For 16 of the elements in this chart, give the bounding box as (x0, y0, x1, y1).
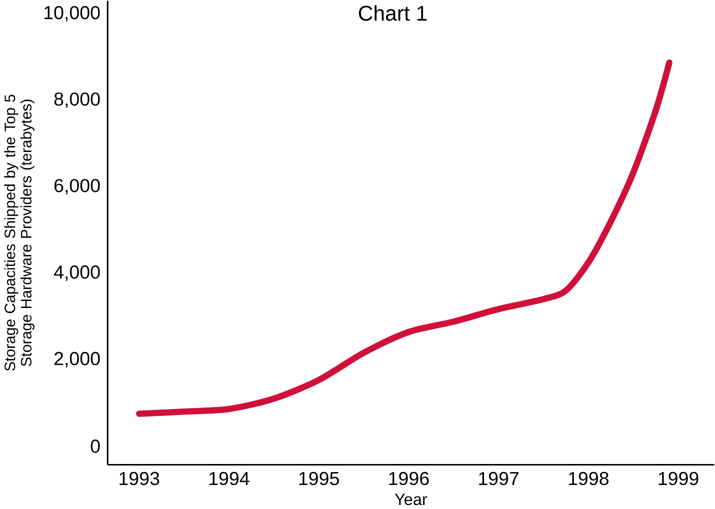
y-tick-label: 10,000 (44, 6, 100, 22)
y-tick-label: 8,000 (54, 92, 100, 108)
x-tick-label: 1996 (389, 472, 429, 486)
x-axis-title: Year (394, 494, 428, 505)
y-axis-title: Storage Capacities Shipped by the Top 5 Storage Hardware Providers (terabytes) (4, 94, 34, 371)
x-tick-label: 1997 (479, 472, 519, 486)
x-tick-label: 1993 (120, 472, 160, 486)
x-tick-label: 1994 (210, 472, 250, 486)
x-tick-label: 1998 (568, 472, 608, 486)
y-tick-label: 2,000 (54, 352, 100, 368)
y-tick-label: 4,000 (54, 265, 100, 281)
chart-title: Chart 1 (358, 5, 427, 21)
x-tick-label: 1999 (658, 472, 698, 486)
y-tick-label: 6,000 (54, 178, 100, 194)
y-tick-label: 0 (90, 439, 100, 453)
x-tick-label: 1995 (299, 472, 339, 486)
